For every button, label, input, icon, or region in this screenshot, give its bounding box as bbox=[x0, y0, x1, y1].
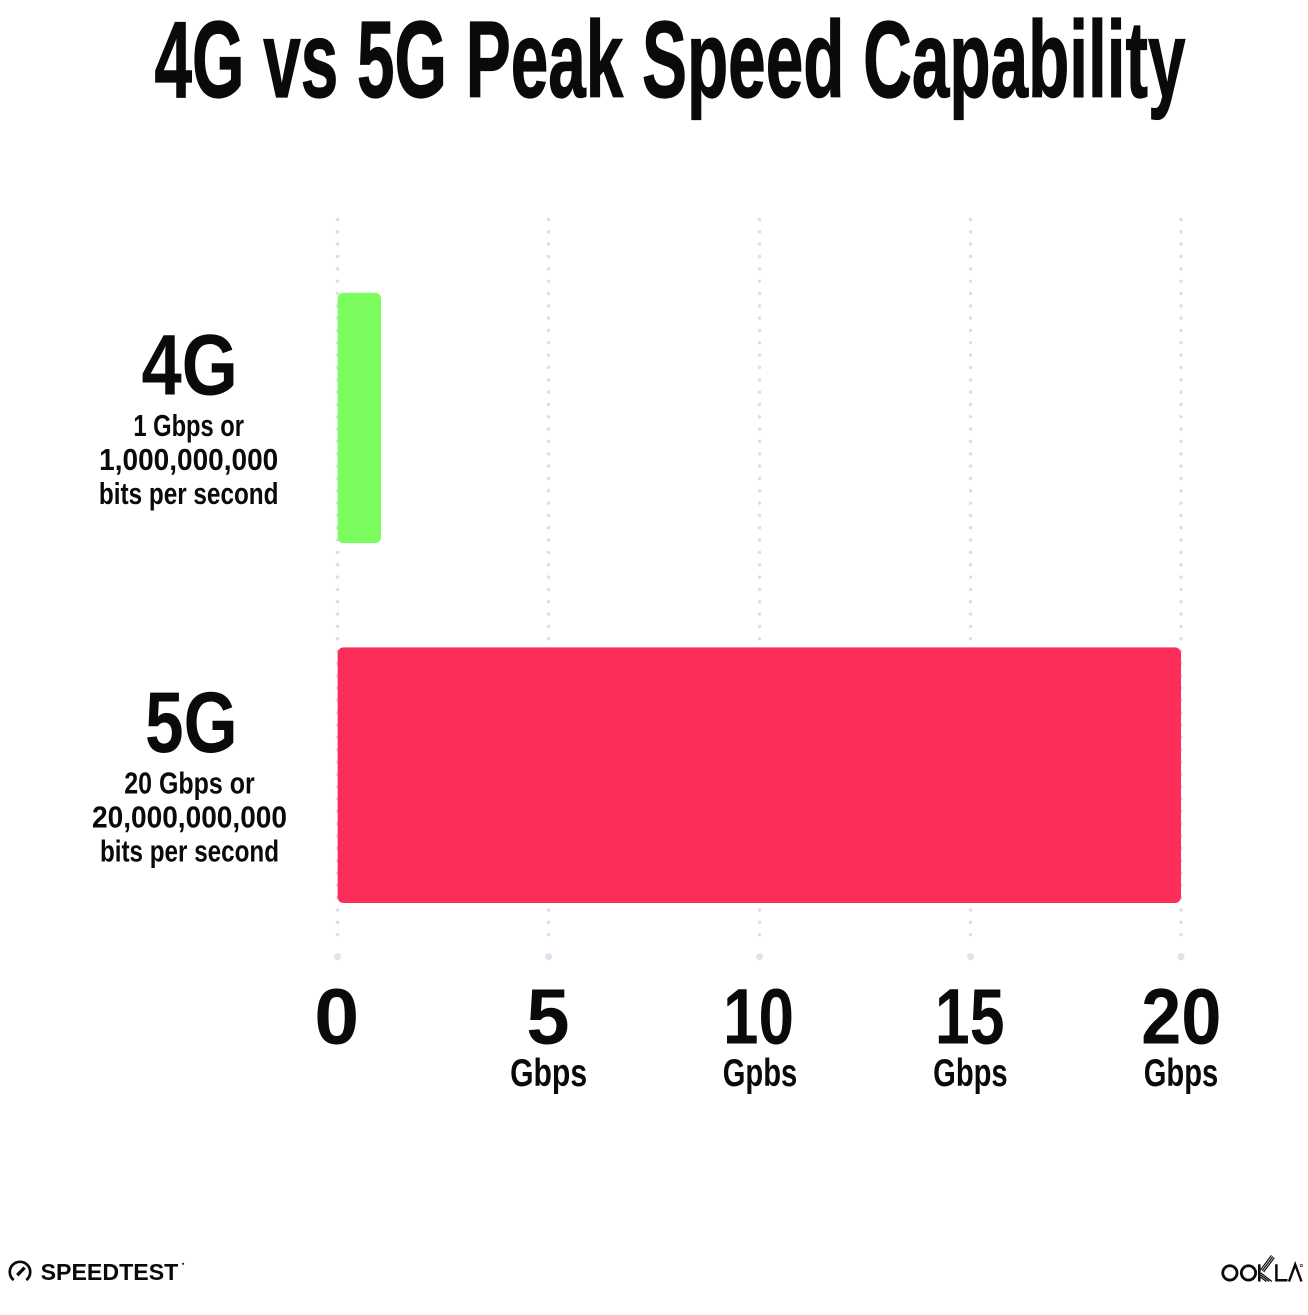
svg-text:SPEEDTEST: SPEEDTEST bbox=[41, 1259, 179, 1285]
svg-text:Gbps: Gbps bbox=[933, 1052, 1008, 1095]
svg-text:20 Gbps or: 20 Gbps or bbox=[124, 767, 255, 801]
svg-text:1 Gbps or: 1 Gbps or bbox=[133, 409, 244, 443]
svg-text:Gbps: Gbps bbox=[1144, 1052, 1219, 1095]
svg-text:20,000,000,000: 20,000,000,000 bbox=[92, 801, 287, 835]
svg-text:bits per second: bits per second bbox=[99, 477, 279, 511]
svg-text:1,000,000,000: 1,000,000,000 bbox=[99, 443, 278, 477]
svg-text:5G: 5G bbox=[145, 675, 238, 771]
svg-text:Gpbs: Gpbs bbox=[723, 1052, 798, 1095]
svg-text:15: 15 bbox=[935, 972, 1005, 1061]
svg-text:0: 0 bbox=[314, 972, 359, 1061]
svg-text:bits per second: bits per second bbox=[100, 835, 279, 869]
svg-text:5: 5 bbox=[526, 972, 569, 1061]
svg-text:10: 10 bbox=[723, 972, 794, 1061]
svg-text:20: 20 bbox=[1141, 972, 1221, 1061]
svg-text:4G vs 5G Peak Speed Capability: 4G vs 5G Peak Speed Capability bbox=[155, 0, 1186, 120]
svg-text:4G: 4G bbox=[141, 318, 238, 414]
svg-text:Gbps: Gbps bbox=[510, 1052, 587, 1095]
